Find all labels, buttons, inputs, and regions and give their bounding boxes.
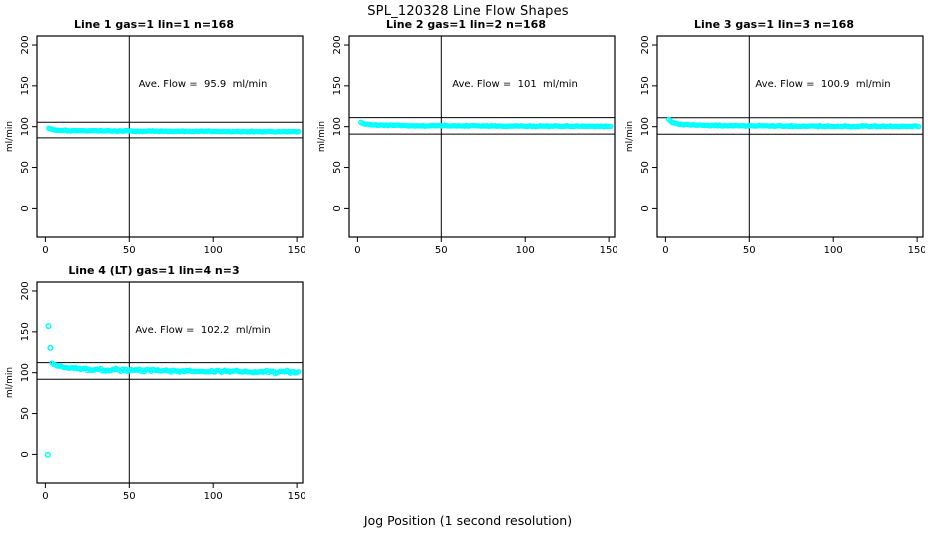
scatter-plot-canvas: 0 50 100 150 0 50 100 150 200 ml/min — [317, 35, 617, 256]
plot-area: 0 50 100 150 0 50 100 150 200 ml/min Ave. Flow = … — [315, 34, 617, 262]
svg-text:ml/min: ml/min — [317, 121, 327, 152]
panel-line-3: Line 3 gas=1 lin=3 n=168 0 50 100 150 0 50 100… — [620, 16, 928, 264]
svg-text:100: 100 — [20, 363, 31, 382]
svg-text:200: 200 — [640, 35, 651, 54]
ave-flow-annotation: Ave. Flow = 101 ml/min — [452, 79, 578, 90]
svg-text:150: 150 — [600, 245, 617, 256]
svg-text:0: 0 — [20, 451, 31, 457]
panel-title: Line 3 gas=1 lin=3 n=168 — [693, 18, 854, 31]
svg-text:100: 100 — [20, 117, 31, 136]
svg-text:0: 0 — [42, 491, 48, 502]
x-axis-label: Jog Position (1 second resolution) — [363, 513, 573, 528]
svg-text:0: 0 — [640, 205, 651, 211]
svg-text:50: 50 — [20, 161, 31, 174]
svg-text:150: 150 — [640, 76, 651, 95]
svg-text:0: 0 — [332, 205, 343, 211]
svg-text:50: 50 — [435, 245, 448, 256]
panel-title: Line 4 (LT) gas=1 lin=4 n=3 — [68, 264, 240, 277]
svg-text:150: 150 — [288, 491, 305, 502]
plot-area: 0 50 100 150 0 50 100 150 200 ml/min Ave. Flow = … — [623, 34, 925, 262]
figure-title: SPL_120328 Line Flow Shapes — [367, 4, 569, 19]
svg-text:100: 100 — [204, 491, 223, 502]
plot-area: 0 50 100 150 0 50 100 150 200 ml/min Ave. Flow = … — [3, 280, 305, 508]
svg-text:50: 50 — [640, 161, 651, 174]
ave-flow-annotation: Ave. Flow = 95.9 ml/min — [138, 79, 268, 90]
panel-title: Line 2 gas=1 lin=2 n=168 — [385, 18, 546, 31]
svg-text:0: 0 — [662, 245, 668, 256]
svg-text:150: 150 — [332, 76, 343, 95]
scatter-plot-canvas: 0 50 100 150 0 50 100 150 200 ml/min — [5, 281, 305, 502]
svg-text:50: 50 — [332, 161, 343, 174]
ave-flow-annotation: Ave. Flow = 102.2 ml/min — [135, 325, 271, 336]
svg-text:150: 150 — [20, 322, 31, 341]
svg-text:ml/min: ml/min — [5, 367, 15, 398]
svg-text:200: 200 — [332, 35, 343, 54]
svg-text:100: 100 — [332, 117, 343, 136]
svg-text:100: 100 — [516, 245, 535, 256]
svg-text:150: 150 — [288, 245, 305, 256]
scatter-plot-canvas: 0 50 100 150 0 50 100 150 200 ml/min — [625, 35, 925, 256]
panel-line-1: Line 1 gas=1 lin=1 n=168 0 50 100 150 0 50 100… — [0, 16, 308, 264]
panel-line-2: Line 2 gas=1 lin=2 n=168 0 50 100 150 0 50 100… — [312, 16, 620, 264]
svg-text:150: 150 — [908, 245, 925, 256]
svg-text:50: 50 — [743, 245, 756, 256]
svg-text:150: 150 — [20, 76, 31, 95]
svg-text:0: 0 — [20, 205, 31, 211]
plot-area: 0 50 100 150 0 50 100 150 200 ml/min Ave. Flow = … — [3, 34, 305, 262]
svg-text:50: 50 — [123, 491, 136, 502]
panel-line-4: Line 4 (LT) gas=1 lin=4 n=3 0 50 100 150 0 50… — [0, 262, 308, 510]
svg-text:100: 100 — [204, 245, 223, 256]
svg-text:100: 100 — [640, 117, 651, 136]
svg-text:0: 0 — [42, 245, 48, 256]
ave-flow-annotation: Ave. Flow = 100.9 ml/min — [755, 79, 891, 90]
svg-text:ml/min: ml/min — [625, 121, 635, 152]
svg-text:50: 50 — [20, 407, 31, 420]
svg-text:0: 0 — [354, 245, 360, 256]
svg-text:100: 100 — [824, 245, 843, 256]
scatter-plot-canvas: 0 50 100 150 0 50 100 150 200 ml/min — [5, 35, 305, 256]
panel-title: Line 1 gas=1 lin=1 n=168 — [73, 18, 234, 31]
svg-text:200: 200 — [20, 35, 31, 54]
svg-text:50: 50 — [123, 245, 136, 256]
svg-text:ml/min: ml/min — [5, 121, 15, 152]
svg-text:200: 200 — [20, 281, 31, 300]
